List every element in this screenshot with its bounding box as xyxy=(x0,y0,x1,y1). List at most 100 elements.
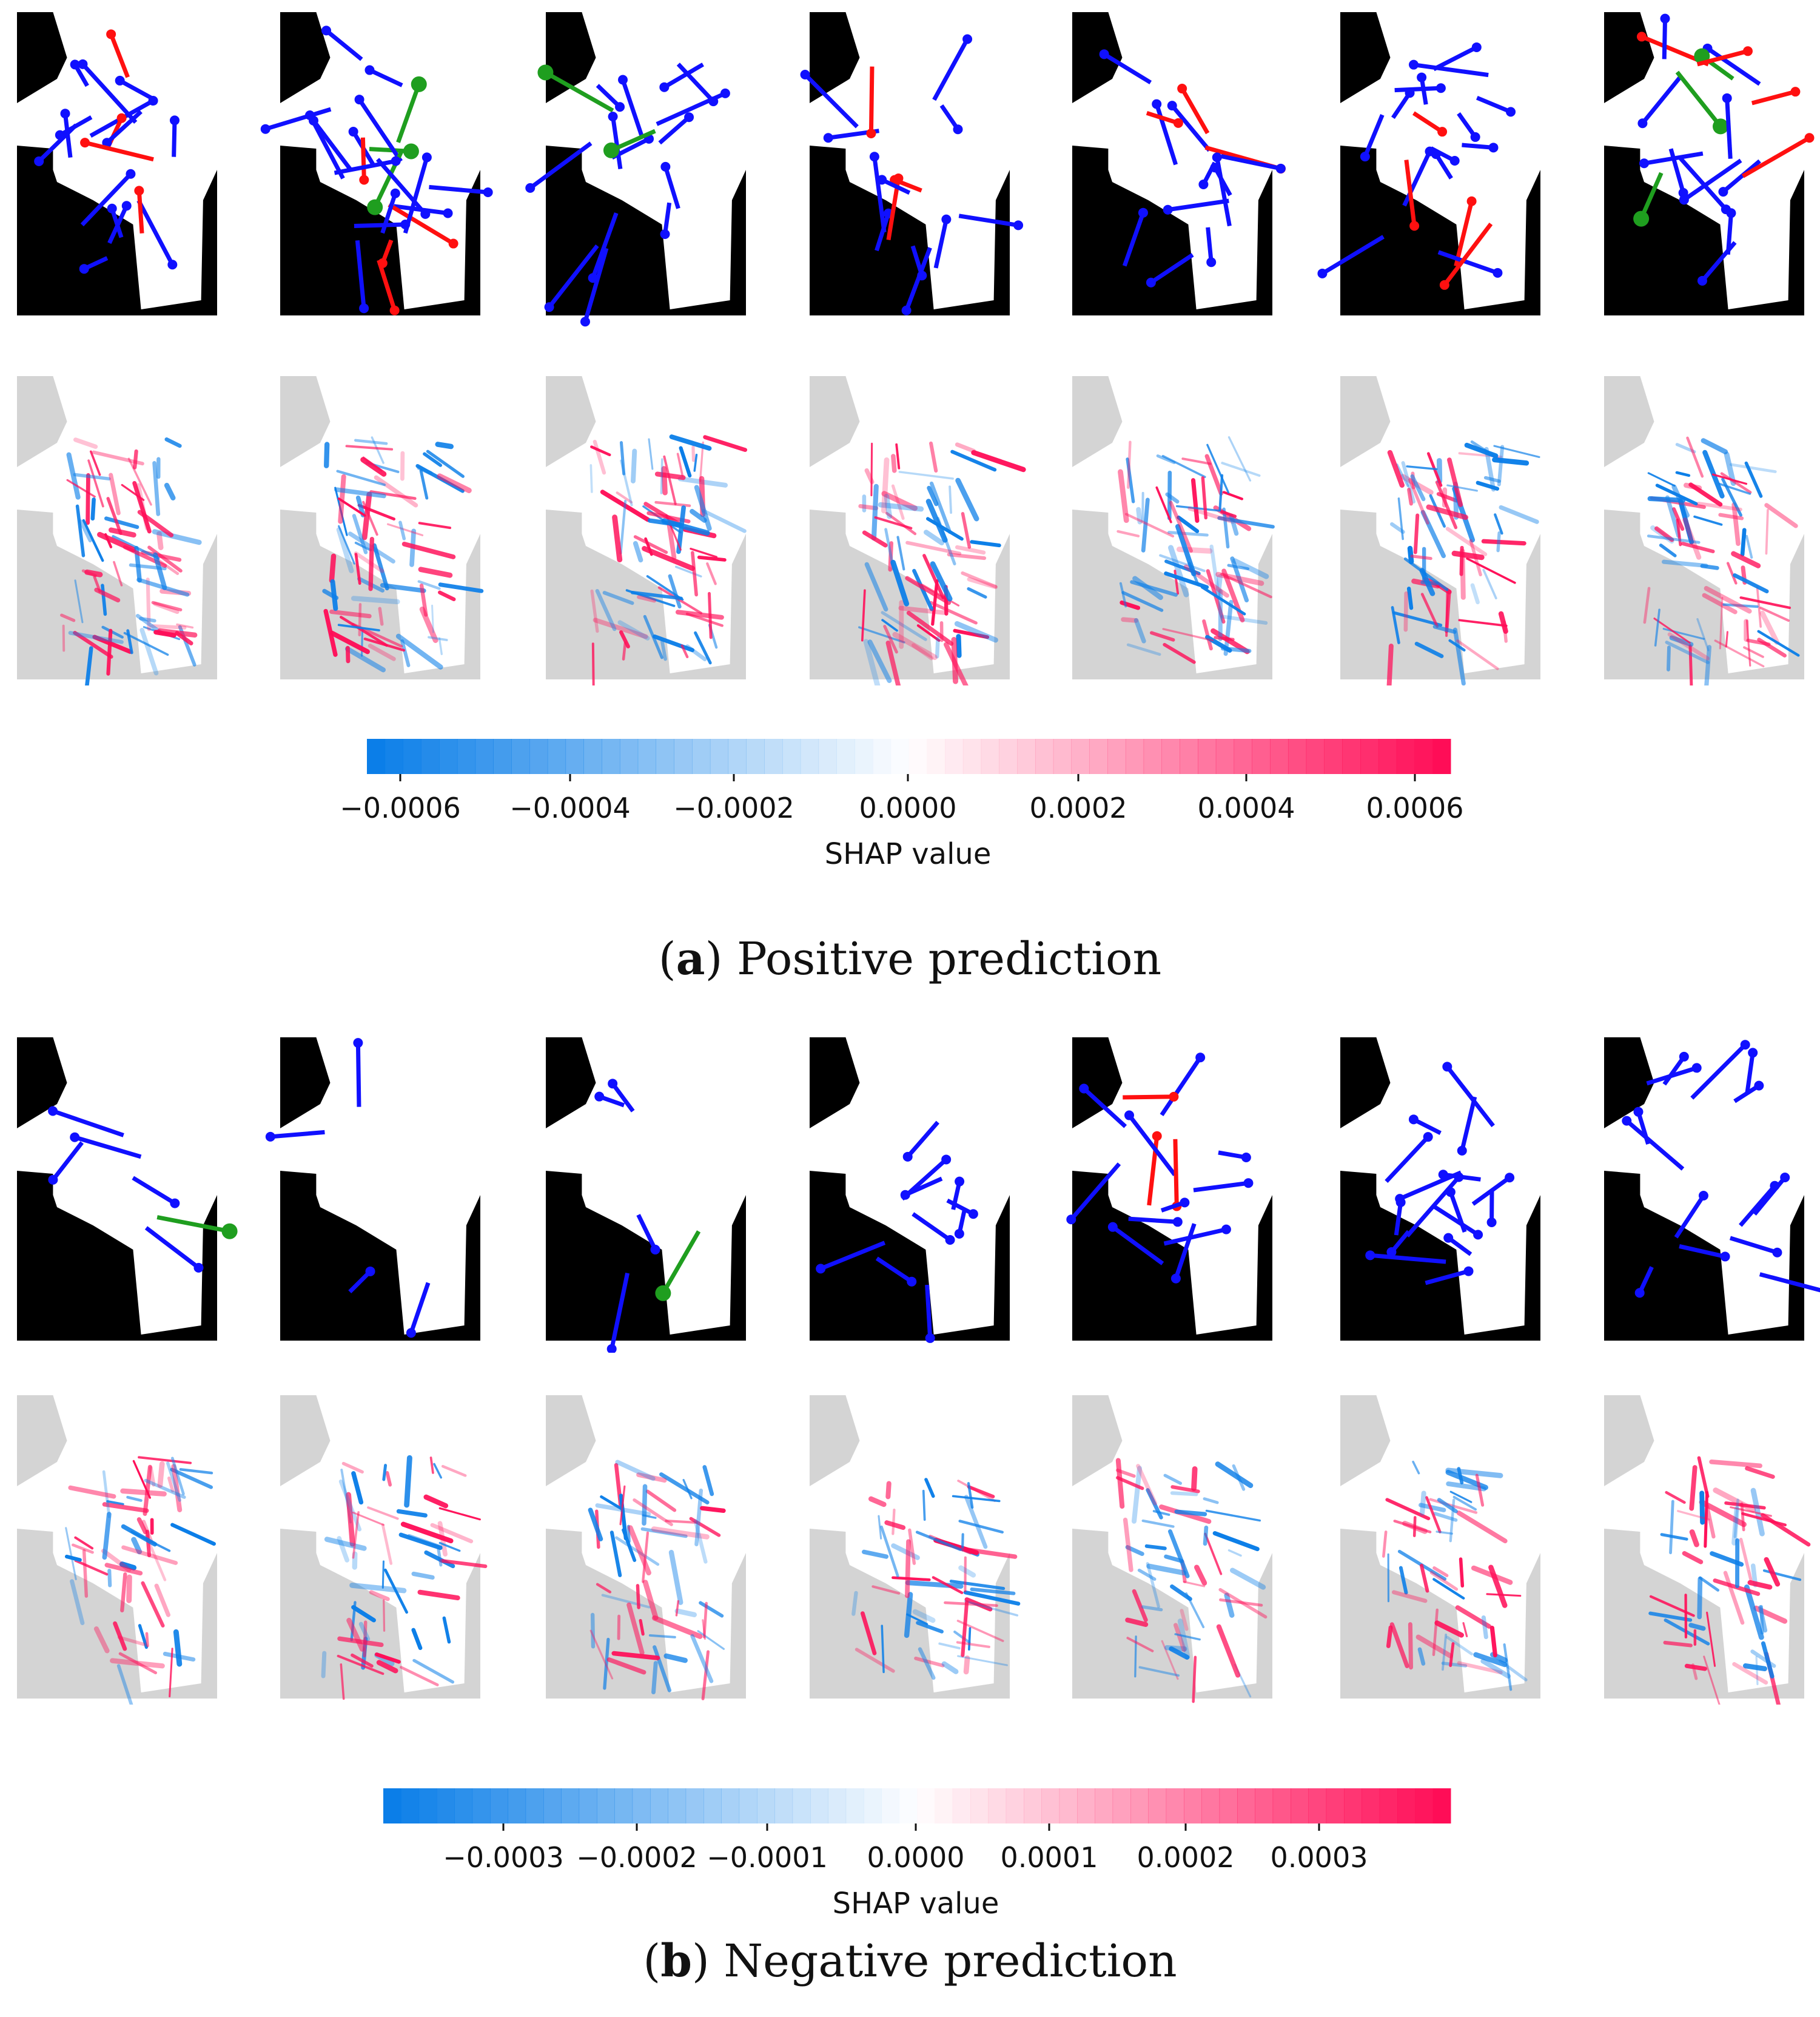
arrow-head xyxy=(1275,163,1286,173)
colorbar-tick-label: 0.0003 xyxy=(1271,1841,1368,1874)
arrow-head xyxy=(78,59,88,69)
shap-stroke xyxy=(419,584,428,617)
shap-stroke xyxy=(952,1495,1001,1503)
colorbar-tick-label: 0.0000 xyxy=(859,792,957,824)
shap-stroke xyxy=(1415,1634,1453,1658)
colorbar-segment xyxy=(1272,1788,1291,1823)
colorbar-label: SHAP value xyxy=(833,1887,999,1921)
flow-arrow xyxy=(355,240,366,309)
shap-stroke xyxy=(642,1484,648,1526)
colorbar-segment xyxy=(525,1788,544,1823)
shap-stroke xyxy=(1482,568,1497,600)
shap-stroke xyxy=(1654,608,1660,647)
shap-stroke xyxy=(1115,1458,1125,1509)
colorbar-segment xyxy=(1237,1788,1255,1823)
shap-stroke xyxy=(619,1485,626,1526)
shap-stroke xyxy=(109,473,121,516)
arrow-head xyxy=(650,1244,660,1254)
colorbar-segment xyxy=(764,739,783,774)
arrow-head xyxy=(1360,152,1370,162)
colorbar-segment xyxy=(403,739,421,774)
colorbar-segment xyxy=(891,739,909,774)
colorbar-segment xyxy=(674,739,693,774)
shap-stroke xyxy=(68,631,124,644)
flow-arrow xyxy=(357,98,403,163)
colorbar-segment xyxy=(1125,739,1144,774)
shap-stroke xyxy=(351,1653,374,1668)
colorbar-segment xyxy=(668,1788,687,1823)
arrow-head xyxy=(594,1091,605,1102)
shap-map-tile xyxy=(810,1395,1021,1699)
shap-stroke xyxy=(708,591,713,639)
shap-stroke xyxy=(961,571,998,588)
arrow-head xyxy=(1170,1273,1181,1284)
shap-stroke xyxy=(885,640,901,685)
shap-stroke xyxy=(1739,1538,1753,1581)
shap-stroke xyxy=(1402,1521,1428,1534)
flow-arrow xyxy=(904,247,932,311)
flow-arrow xyxy=(958,214,1019,227)
shap-stroke xyxy=(619,630,630,648)
colorbar-segment xyxy=(401,1788,420,1823)
arrow-head xyxy=(1395,1194,1405,1204)
shap-stroke xyxy=(912,1609,936,1623)
arrow-head xyxy=(1445,1187,1456,1197)
flow-arrow xyxy=(547,244,599,309)
shap-stroke xyxy=(932,1576,964,1594)
shap-stroke xyxy=(66,479,96,498)
shap-stroke xyxy=(131,1537,143,1555)
shap-stroke xyxy=(1475,1473,1485,1507)
shap-stroke xyxy=(1130,580,1178,597)
corner-shape xyxy=(656,1395,746,1444)
colorbar-segment xyxy=(685,1788,704,1823)
shap-stroke xyxy=(1696,502,1742,511)
arrow-head xyxy=(48,1106,58,1116)
shap-stroke xyxy=(905,576,952,605)
shap-stroke xyxy=(1449,1490,1472,1503)
flow-arrow xyxy=(380,192,398,234)
shap-stroke xyxy=(120,1572,127,1612)
shap-stroke xyxy=(860,1611,877,1655)
shap-stroke xyxy=(173,1629,183,1667)
flow-arrow xyxy=(1412,1117,1442,1135)
shap-stroke xyxy=(1704,1490,1709,1548)
shap-stroke xyxy=(132,1460,151,1499)
shap-stroke xyxy=(955,545,986,555)
shap-stroke xyxy=(135,614,164,635)
shap-stroke xyxy=(352,514,368,554)
colorbar-segment xyxy=(721,1788,740,1823)
shap-stroke xyxy=(1386,644,1394,685)
shap-stroke xyxy=(648,438,654,470)
colorbar-segment xyxy=(1378,739,1397,774)
shap-stroke xyxy=(600,1495,623,1510)
arrow-head xyxy=(823,133,833,143)
shap-stroke xyxy=(884,1520,906,1530)
arrow-head xyxy=(1439,280,1449,290)
arrow-head xyxy=(48,1174,58,1185)
shap-stroke xyxy=(1141,497,1150,553)
colorbar-segment xyxy=(1201,1788,1220,1823)
flow-arrow xyxy=(1677,155,1728,211)
shap-stroke xyxy=(931,579,939,626)
shap-stroke xyxy=(1688,1623,1706,1631)
shap-stroke xyxy=(892,1576,931,1581)
shap-stroke xyxy=(1149,631,1175,642)
shap-stroke xyxy=(1759,607,1790,622)
flow-arrow xyxy=(609,1272,630,1350)
arrow-head xyxy=(955,1176,965,1187)
shap-stroke xyxy=(1161,454,1206,479)
shap-stroke xyxy=(622,1528,637,1562)
shap-stroke xyxy=(701,509,747,533)
region-shape xyxy=(1604,376,1804,673)
shap-stroke xyxy=(874,516,913,530)
region-shape xyxy=(280,1037,480,1335)
shap-stroke xyxy=(679,446,692,478)
shap-stroke xyxy=(1464,442,1499,459)
shap-stroke xyxy=(104,533,113,548)
corner-shape xyxy=(1714,1395,1804,1444)
shap-stroke xyxy=(1124,513,1175,538)
flow-arrow xyxy=(1725,98,1733,159)
colorbar-segment xyxy=(1414,739,1433,774)
shap-stroke xyxy=(117,1635,146,1646)
arrow-head xyxy=(389,305,400,315)
